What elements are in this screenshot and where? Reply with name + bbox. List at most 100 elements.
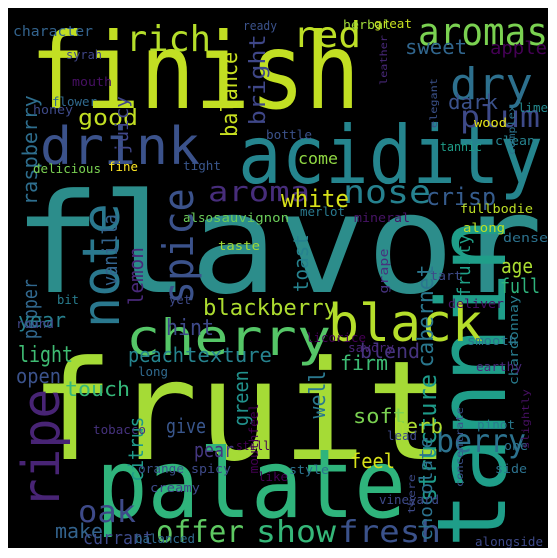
word-mineral: mineral: [354, 211, 410, 225]
word-bit: bit: [57, 293, 79, 307]
word-herbal: herbal: [343, 18, 391, 32]
word-great: great: [374, 17, 413, 31]
word-orange: orange: [138, 462, 185, 476]
word-leather: leather: [379, 35, 390, 86]
word-feel: feel: [350, 449, 395, 473]
word-blend: blend: [360, 339, 420, 363]
word-sweet: sweet: [405, 35, 468, 59]
word-also: also: [183, 211, 214, 225]
word-red: red: [293, 15, 362, 56]
word-give: give: [166, 414, 206, 438]
word-side: side: [495, 462, 527, 476]
word-well: well: [306, 370, 331, 419]
word-blackberry: blackberry: [203, 296, 338, 321]
word-dense: dense: [502, 231, 548, 245]
word-cloud-canvas: flavor fruit finish palate acidity tannin drin…: [8, 8, 548, 548]
word-rich: rich: [126, 19, 211, 60]
word-taste: taste: [218, 239, 261, 253]
word-soft: soft: [353, 404, 406, 428]
word-aromas: aromas: [417, 10, 548, 54]
word-fruity: fruity: [454, 234, 475, 298]
word-plum: plum: [460, 100, 540, 135]
word-good: good: [78, 106, 138, 131]
word-mouth: mouth: [72, 75, 112, 89]
word-tobacco: tobacco: [93, 423, 147, 437]
word-pinot: pinot: [477, 418, 516, 432]
word-nose: nose: [343, 173, 432, 211]
word-white: white: [281, 185, 349, 213]
word-one: one: [504, 439, 529, 453]
word-show: show: [256, 515, 336, 548]
word-yet: yet: [169, 293, 191, 307]
word-acidity: acidity: [238, 109, 544, 202]
word-spicy: spicy: [191, 462, 231, 476]
word-fullbodie: fullbodie: [460, 202, 534, 216]
word-age: age: [501, 254, 534, 278]
word-dry: dry: [450, 59, 533, 110]
word-peach: peach: [128, 343, 185, 367]
word-bright: bright: [246, 34, 271, 126]
word-crisp: crisp: [426, 183, 497, 211]
word-grape: grape: [377, 248, 391, 294]
word-aroma: aroma: [208, 175, 310, 208]
word-sauvignon: sauvignon: [213, 211, 290, 225]
word-apple: apple: [490, 38, 548, 59]
word-honey: honey: [33, 103, 73, 117]
word-lemon: lemon: [124, 247, 148, 306]
word-oak: oak: [78, 495, 136, 530]
word-wood: wood: [474, 116, 508, 130]
word-come: come: [298, 149, 338, 168]
word-round: round: [16, 317, 55, 331]
word-clean: clean: [495, 134, 535, 148]
word-light: light: [18, 343, 73, 368]
word-balanced: balanced: [135, 532, 195, 546]
word-drink: drink: [40, 117, 200, 177]
word-open: open: [16, 364, 61, 388]
word-smooth: smooth: [467, 334, 517, 348]
word-vineyard: vineyard: [379, 493, 439, 507]
word-firm: firm: [340, 351, 388, 375]
word-year: year: [18, 308, 66, 332]
word-alongside: alongside: [475, 535, 544, 548]
word-hint: hint: [166, 316, 215, 341]
word-toast: toast: [289, 234, 313, 293]
word-ripe: ripe: [12, 388, 72, 509]
word-bottle: bottle: [266, 128, 313, 142]
word-balance: balance: [218, 51, 243, 137]
word-chocolate: chocolate: [416, 436, 437, 541]
word-ready: ready: [243, 19, 277, 33]
word-cherry: cherry: [126, 309, 332, 367]
word-delicious: delicious: [33, 162, 102, 176]
word-along: along: [463, 221, 506, 235]
word-long: long: [138, 365, 169, 379]
word-flavor: flavor: [13, 164, 543, 325]
word-pear: pear: [194, 438, 234, 462]
word-lead: lead: [387, 429, 418, 443]
word-still: still: [236, 439, 270, 453]
word-fresh: fresh: [338, 515, 441, 548]
word-full: full: [500, 274, 540, 298]
word-earthy: earthy: [476, 360, 523, 374]
word-finish: finish: [30, 11, 360, 133]
word-juicy: juicy: [112, 96, 133, 155]
word-palate: palate: [96, 430, 406, 540]
word-savory: savory: [348, 341, 395, 355]
word-slightly: slightly: [521, 389, 532, 450]
word-lime: lime: [517, 101, 548, 115]
word-style: style: [289, 463, 329, 477]
word-tannic: tannic: [440, 140, 483, 154]
word-fine: fine: [108, 160, 139, 174]
word-complex: complex: [507, 105, 518, 156]
word-berry: berry: [436, 422, 526, 460]
word-elegant: elegant: [429, 78, 440, 129]
word-vanilla: vanilla: [98, 214, 122, 287]
word-spice: spice: [154, 188, 203, 305]
word-syrah: syrah: [66, 48, 103, 62]
word-character: character: [13, 24, 94, 40]
word-dark: dark: [448, 90, 499, 114]
word-fruit: fruit: [30, 331, 450, 492]
word-currant: currant: [83, 528, 154, 548]
word-herb: herb: [393, 414, 444, 438]
word-black: black: [328, 294, 483, 354]
word-merlot: merlot: [300, 205, 346, 219]
